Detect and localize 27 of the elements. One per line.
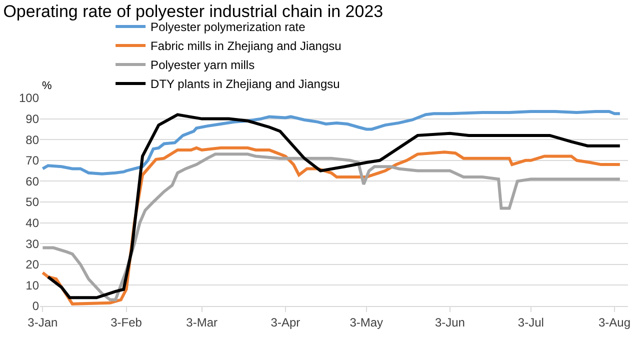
y-axis-title: %	[42, 80, 52, 92]
legend-label: Fabric mills in Zhejiang and Jiangsu	[150, 39, 342, 54]
legend-label: Polyester yarn mills	[150, 58, 255, 72]
x-tick-label: 3-Aug	[598, 315, 631, 330]
x-tick-label: 3-Apr	[270, 315, 300, 330]
x-tick-label: 3-Jan	[28, 315, 58, 330]
y-tick-label: 60	[26, 174, 40, 188]
x-tick-label: 3-Jun	[434, 315, 465, 330]
y-tick-label: 80	[26, 132, 40, 147]
y-tick-label: 20	[26, 258, 40, 272]
x-tick-label: 3-May	[350, 315, 384, 330]
legend-label: Polyester polymerization rate	[150, 20, 306, 34]
y-tick-label: 0	[32, 299, 40, 314]
y-tick-label: 100	[18, 91, 40, 106]
y-tick-label: 10	[26, 278, 40, 292]
line-series	[46, 113, 622, 300]
legend-label: DTY plants in Zhejiang and Jiangsu	[150, 77, 340, 92]
x-tick-label: 3-Jul	[518, 315, 544, 330]
chart-title: Operating rate of polyester industrial chain in 2023	[3, 2, 384, 22]
line-series	[41, 110, 622, 176]
y-tick-label: 50	[26, 195, 40, 210]
x-tick-label: 3-Feb	[110, 315, 142, 330]
y-tick-label: 40	[26, 216, 40, 230]
x-tick-label: 3-Mar	[186, 315, 218, 330]
y-tick-label: 90	[26, 112, 40, 126]
y-tick-label: 70	[26, 154, 40, 168]
y-tick-label: 30	[26, 236, 40, 251]
